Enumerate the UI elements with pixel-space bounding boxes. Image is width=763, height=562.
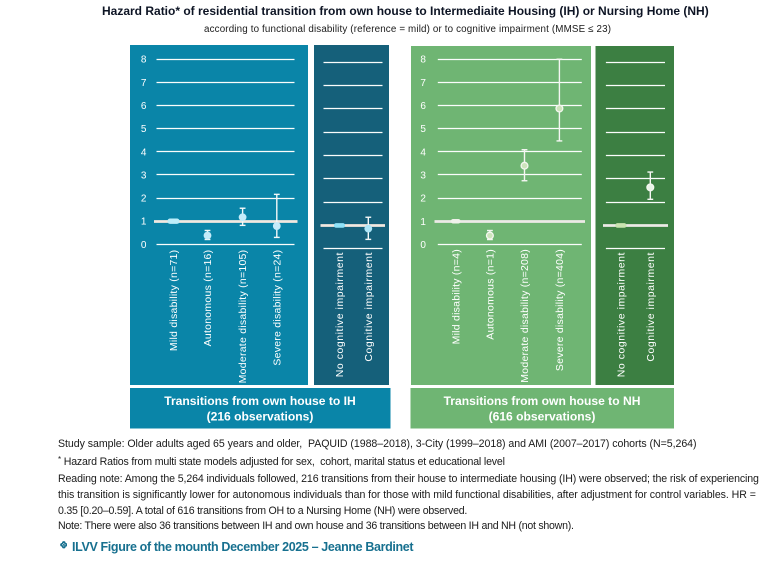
- svg-text:2: 2: [141, 194, 147, 205]
- svg-text:0: 0: [420, 240, 426, 251]
- svg-text:0: 0: [141, 240, 147, 251]
- svg-text:6: 6: [141, 101, 147, 112]
- svg-text:Moderate disability (n=208): Moderate disability (n=208): [519, 249, 531, 383]
- svg-text:5: 5: [141, 124, 147, 135]
- svg-text:Transitions from own house to: Transitions from own house to IH: [164, 394, 356, 408]
- svg-text:3: 3: [141, 170, 147, 181]
- svg-text:1: 1: [141, 217, 147, 228]
- svg-text:Mild disability (n=71): Mild disability (n=71): [168, 250, 180, 352]
- svg-text:No cognitive impairment: No cognitive impairment: [616, 252, 628, 377]
- svg-text:3: 3: [420, 170, 426, 181]
- svg-text:8: 8: [141, 55, 147, 66]
- svg-text:Mild disability (n=4): Mild disability (n=4): [450, 249, 462, 344]
- svg-text:6: 6: [420, 101, 426, 112]
- svg-text:8: 8: [420, 55, 426, 66]
- svg-text:1: 1: [420, 217, 426, 228]
- svg-text:7: 7: [420, 78, 426, 89]
- svg-text:4: 4: [420, 147, 426, 158]
- svg-text:Moderate disability (n=105): Moderate disability (n=105): [237, 250, 249, 384]
- svg-text:4: 4: [141, 147, 147, 158]
- svg-text:(616 observations): (616 observations): [489, 410, 596, 424]
- svg-text:Transitions from own house to: Transitions from own house to NH: [444, 394, 641, 408]
- svg-text:Cognitive impairment: Cognitive impairment: [645, 252, 657, 362]
- svg-text:(216 observations): (216 observations): [207, 410, 314, 424]
- svg-text:Cognitive impairment: Cognitive impairment: [363, 252, 375, 362]
- svg-text:Autonomous (n=16): Autonomous (n=16): [202, 250, 214, 347]
- svg-text:7: 7: [141, 78, 147, 89]
- svg-text:No cognitive impairment: No cognitive impairment: [334, 252, 346, 377]
- svg-text:5: 5: [420, 124, 426, 135]
- svg-text:2: 2: [420, 194, 426, 205]
- svg-text:Severe disability (n=24): Severe disability (n=24): [271, 250, 283, 366]
- svg-text:Autonomous (n=1): Autonomous (n=1): [485, 249, 497, 340]
- svg-text:Severe disability (n=404): Severe disability (n=404): [554, 249, 566, 371]
